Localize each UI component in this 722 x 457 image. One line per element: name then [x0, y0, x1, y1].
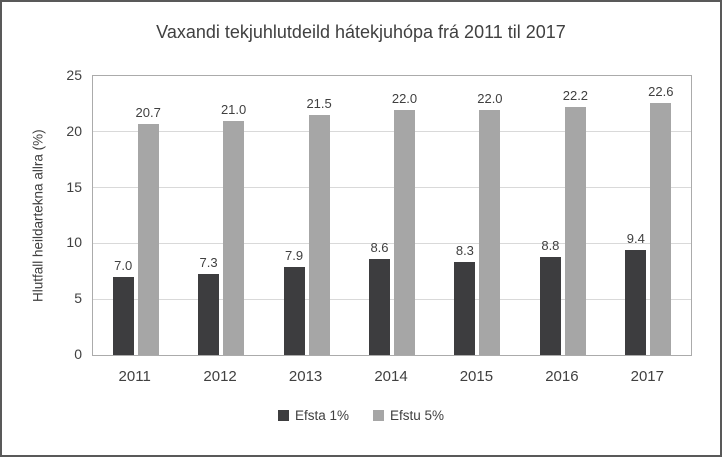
y-tick-label: 5	[74, 290, 82, 307]
bar-value-label: 7.3	[199, 254, 218, 270]
legend-label: Efstu 5%	[390, 408, 445, 423]
y-tick-label: 25	[66, 67, 82, 83]
bar-efsta-1-2017	[625, 250, 647, 355]
bar-efsta-1-2015	[454, 262, 476, 355]
legend-swatch-icon	[277, 410, 289, 421]
bar-value-label: 22.0	[477, 90, 503, 106]
y-tick-label: 10	[66, 234, 82, 251]
bar-value-label: 22.2	[562, 88, 589, 104]
y-tick-label: 15	[66, 178, 82, 195]
bar-value-label: 22.6	[648, 83, 674, 99]
bar-efsta-1-2013	[283, 266, 305, 355]
x-axis-label-2014: 2014	[374, 368, 408, 385]
bar-value-label: 21.5	[306, 96, 332, 112]
legend: Efsta 1% Efstu 5%	[2, 408, 720, 423]
x-axis-label-2011: 2011	[118, 368, 151, 385]
y-axis-title: Hlutfall heildartekna allra (%)	[30, 129, 46, 302]
x-axis-label-2016: 2016	[545, 368, 579, 385]
bar-efstu-5-2014	[394, 109, 415, 355]
x-axis-label-2017: 2017	[630, 368, 664, 385]
bar-value-label: 20.7	[135, 105, 161, 120]
bar-value-label: 9.4	[626, 231, 645, 247]
bar-efstu-5-2011	[137, 124, 159, 355]
x-axis-label-2013: 2013	[288, 368, 323, 385]
bar-efstu-5-2016	[564, 107, 586, 355]
y-tick-label: 20	[66, 122, 82, 139]
gridline	[93, 243, 691, 244]
y-tick-label: 0	[74, 346, 82, 362]
bar-efsta-1-2016	[539, 256, 561, 355]
bar-value-label: 8.6	[370, 240, 389, 255]
x-axis-label-2012: 2012	[203, 368, 237, 385]
bar-value-label: 7.9	[285, 247, 304, 263]
bar-efstu-5-2015	[479, 109, 501, 355]
bar-efstu-5-2012	[223, 120, 245, 355]
x-axis-labels: 2011 2012 2013 2014 2015 2016 2017	[92, 368, 692, 388]
legend-item-efstu-5: Efstu 5%	[373, 408, 444, 423]
bar-value-label: 22.0	[391, 90, 418, 106]
plot-area: 7.0 20.7 7.3 21.0 7.9 21.5 8.6 22.0 8.3 22.0 8.8 22…	[92, 75, 692, 356]
bar-efsta-1-2014	[369, 259, 390, 355]
gridline	[93, 299, 691, 300]
bar-efstu-5-2013	[308, 115, 330, 355]
chart-title: Vaxandi tekjuhlutdeild hátekjuhópa frá 2…	[156, 22, 566, 42]
legend-swatch-icon	[373, 410, 384, 421]
bar-value-label: 7.0	[114, 257, 133, 273]
x-axis-label-2015: 2015	[459, 368, 494, 385]
legend-item-efsta-1: Efsta 1%	[277, 408, 349, 423]
bar-value-label: 21.0	[220, 101, 247, 117]
bar-value-label: 8.3	[455, 243, 474, 259]
legend-label: Efsta 1%	[294, 408, 349, 423]
bar-efstu-5-2017	[650, 102, 672, 355]
bar-efsta-1-2011	[112, 276, 134, 355]
bar-value-label: 8.8	[541, 237, 560, 253]
bar-efsta-1-2012	[198, 273, 220, 355]
gridline	[93, 187, 691, 188]
gridline	[93, 131, 691, 132]
